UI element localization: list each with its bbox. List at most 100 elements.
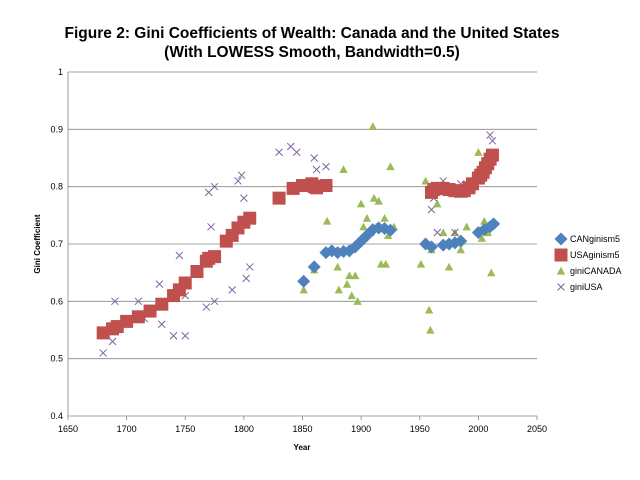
data-point-triangle xyxy=(362,214,372,222)
data-point-x xyxy=(157,320,166,329)
data-point-x xyxy=(155,280,164,288)
data-point-triangle xyxy=(356,199,366,208)
data-point-x xyxy=(427,205,436,214)
data-point-x xyxy=(237,171,246,180)
data-point-square xyxy=(272,191,286,205)
data-point-x xyxy=(181,331,190,340)
data-point-x xyxy=(169,331,178,340)
data-point-x xyxy=(210,297,219,306)
data-point-x xyxy=(242,274,251,283)
data-point-triangle xyxy=(444,262,454,271)
legend-label: CANginism5 xyxy=(570,234,620,244)
legend-marker-triangle xyxy=(556,266,566,275)
legend-label: giniUSA xyxy=(570,282,603,292)
data-point-triangle xyxy=(421,176,430,185)
x-tick-label: 1900 xyxy=(351,424,371,434)
data-point-triangle xyxy=(369,193,379,202)
y-tick-label: 0.6 xyxy=(50,296,63,306)
legend-label: giniCANADA xyxy=(570,266,622,276)
data-point-triangle xyxy=(487,268,496,277)
data-point-x xyxy=(240,194,248,202)
x-axis-label: Year xyxy=(294,443,311,452)
data-point-x xyxy=(486,131,494,139)
data-point-triangle xyxy=(374,196,383,205)
data-point-x xyxy=(275,148,283,157)
data-point-square xyxy=(143,304,157,318)
data-point-diamond xyxy=(383,223,397,237)
gridlines xyxy=(68,71,537,417)
data-point-triangle xyxy=(480,216,489,225)
data-point-triangle xyxy=(368,122,378,131)
data-point-triangle xyxy=(383,231,393,239)
data-point-triangle xyxy=(339,165,348,174)
legend-marker-diamond xyxy=(554,232,568,246)
data-point-square xyxy=(485,148,499,162)
data-point-triangle xyxy=(322,216,332,225)
data-point-triangle xyxy=(381,259,390,268)
data-point-x xyxy=(433,228,442,237)
data-point-triangle xyxy=(416,259,426,268)
data-point-diamond xyxy=(424,240,438,254)
legend: CANginism5 USAginism5 giniCANADA giniUSA xyxy=(554,232,622,292)
legend-marker-square xyxy=(554,248,568,262)
data-point-x xyxy=(245,263,254,271)
x-tick-label: 1650 xyxy=(58,424,78,434)
x-tick-label: 2000 xyxy=(468,424,488,434)
data-point-square xyxy=(243,211,257,225)
x-tick-label: 1700 xyxy=(117,424,137,434)
data-point-triangle xyxy=(439,228,448,237)
data-point-diamond xyxy=(297,274,311,288)
data-point-triangle xyxy=(456,245,465,254)
data-point-triangle xyxy=(477,234,487,242)
data-point-square xyxy=(120,314,134,328)
data-point-diamond xyxy=(487,217,501,231)
x-tick-label: 1850 xyxy=(292,424,312,434)
data-point-x xyxy=(175,251,184,260)
data-point-triangle xyxy=(333,262,342,271)
x-tick-label: 2050 xyxy=(527,424,547,434)
data-point-square xyxy=(155,297,169,311)
legend-marker-x xyxy=(557,283,565,291)
chart-title: Figure 2: Gini Coefficients of Wealth: C… xyxy=(65,25,560,42)
data-point-x xyxy=(228,286,237,294)
data-point-triangle xyxy=(299,285,308,294)
data-point-triangle xyxy=(474,148,483,156)
x-tick-label: 1750 xyxy=(175,424,195,434)
series-ginicanada xyxy=(299,122,496,334)
data-point-triangle xyxy=(462,222,471,231)
data-point-triangle xyxy=(359,222,368,231)
data-point-triangle xyxy=(351,271,360,280)
data-point-triangle xyxy=(424,305,434,314)
y-tick-label: 1 xyxy=(58,67,63,77)
data-point-triangle xyxy=(426,325,435,334)
data-point-triangle xyxy=(345,271,354,280)
y-tick-label: 0.8 xyxy=(50,182,63,192)
data-point-triangle xyxy=(342,279,352,288)
data-point-square xyxy=(178,276,192,290)
data-point-triangle xyxy=(433,199,442,208)
data-point-x xyxy=(99,349,108,357)
data-point-triangle xyxy=(386,162,395,171)
data-point-square xyxy=(208,250,222,264)
data-point-x xyxy=(111,297,119,306)
x-tick-label: 1800 xyxy=(234,424,254,434)
legend-label: USAginism5 xyxy=(570,250,620,260)
data-point-square xyxy=(131,310,145,324)
axes: 0.4 0.5 0.6 0.7 0.8 0.9 1 1650 1700 1750 1800 1850 1… xyxy=(50,67,547,434)
series-canginism5 xyxy=(297,217,501,288)
data-point-diamond xyxy=(307,260,321,274)
data-point-x xyxy=(207,222,215,231)
data-point-x xyxy=(234,177,242,185)
data-point-x xyxy=(202,303,211,311)
data-point-triangle xyxy=(334,285,344,294)
data-point-square xyxy=(319,179,333,193)
data-point-square xyxy=(190,265,204,279)
data-points xyxy=(96,122,501,357)
data-point-x xyxy=(312,165,321,174)
data-point-triangle xyxy=(347,291,356,300)
y-tick-label: 0.7 xyxy=(50,239,63,249)
data-point-diamond xyxy=(454,234,468,248)
y-tick-label: 0.4 xyxy=(50,411,63,421)
data-point-x xyxy=(292,148,301,157)
